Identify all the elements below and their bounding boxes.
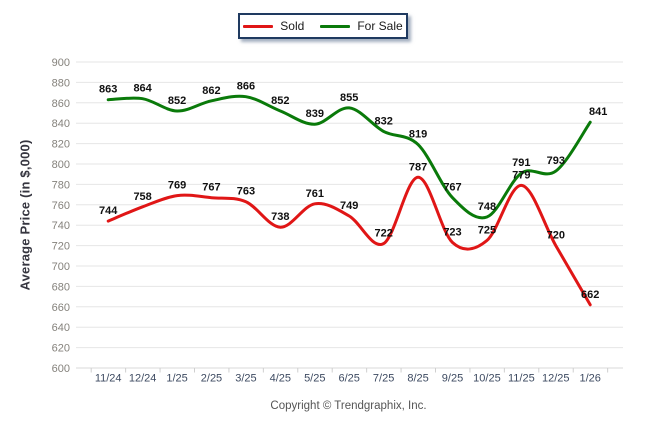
point-value-label: 749 xyxy=(340,200,358,212)
x-tick-label: 7/25 xyxy=(373,373,394,385)
x-tick-label: 6/25 xyxy=(338,373,359,385)
legend-label-sold: Sold xyxy=(280,19,305,33)
y-tick-label: 760 xyxy=(52,200,70,212)
x-tick-label: 3/25 xyxy=(235,373,256,385)
point-value-label: 767 xyxy=(202,182,220,194)
chart-legend: Sold For Sale xyxy=(238,13,408,39)
y-tick-label: 800 xyxy=(52,159,70,171)
point-value-label: 758 xyxy=(133,191,151,203)
y-tick-label: 660 xyxy=(52,302,70,314)
x-tick-label: 11/25 xyxy=(508,373,535,385)
y-tick-label: 600 xyxy=(52,363,70,375)
point-value-label: 864 xyxy=(133,83,152,95)
copyright-text: Copyright © Trendgraphix, Inc. xyxy=(270,400,427,412)
y-tick-label: 860 xyxy=(52,98,70,110)
y-tick-label: 900 xyxy=(52,57,70,69)
y-tick-label: 640 xyxy=(52,322,70,334)
point-value-label: 738 xyxy=(271,211,289,223)
x-tick-label: 1/26 xyxy=(580,373,601,385)
point-value-label: 662 xyxy=(581,289,599,301)
x-tick-label: 9/25 xyxy=(442,373,463,385)
point-value-label: 763 xyxy=(237,186,255,198)
point-value-label: 748 xyxy=(478,201,496,213)
point-value-label: 841 xyxy=(589,106,607,118)
x-tick-label: 12/25 xyxy=(542,373,570,385)
point-value-label: 779 xyxy=(512,169,530,181)
point-value-label: 769 xyxy=(168,180,186,192)
x-tick-label: 4/25 xyxy=(270,373,291,385)
point-value-label: 767 xyxy=(443,182,461,194)
point-value-label: 863 xyxy=(99,84,117,96)
point-value-label: 720 xyxy=(547,230,565,242)
x-tick-label: 5/25 xyxy=(304,373,325,385)
point-value-label: 862 xyxy=(202,85,220,97)
y-tick-label: 620 xyxy=(52,343,70,355)
point-value-label: 866 xyxy=(237,81,255,93)
point-value-label: 744 xyxy=(99,205,118,217)
x-tick-label: 12/24 xyxy=(129,373,157,385)
point-value-label: 839 xyxy=(306,108,324,120)
point-value-label: 722 xyxy=(374,228,392,240)
series-line-for-sale xyxy=(106,94,592,220)
x-tick-label: 11/24 xyxy=(95,373,122,385)
x-tick-label: 10/25 xyxy=(473,373,501,385)
y-tick-label: 840 xyxy=(52,118,70,130)
y-tick-label: 780 xyxy=(52,179,70,191)
point-value-label: 723 xyxy=(443,227,461,239)
y-tick-label: 740 xyxy=(52,220,70,232)
y-tick-label: 700 xyxy=(52,261,70,273)
legend-item-for-sale: For Sale xyxy=(320,19,403,33)
x-tick-label: 2/25 xyxy=(201,373,222,385)
y-tick-label: 680 xyxy=(52,281,70,293)
legend-item-sold: Sold xyxy=(243,19,304,33)
sold-line-swatch xyxy=(243,24,274,28)
x-tick-label: 8/25 xyxy=(407,373,428,385)
legend-label-for-sale: For Sale xyxy=(357,19,403,33)
x-tick-label: 1/25 xyxy=(166,373,187,385)
point-value-label: 855 xyxy=(340,92,358,104)
series-line-sold xyxy=(106,175,592,307)
point-value-label: 852 xyxy=(271,95,289,107)
for-sale-line-swatch xyxy=(320,24,351,28)
point-value-label: 793 xyxy=(547,155,565,167)
point-value-label: 852 xyxy=(168,95,186,107)
point-value-label: 787 xyxy=(409,161,427,173)
point-value-label: 761 xyxy=(306,188,324,200)
point-value-label: 819 xyxy=(409,129,427,141)
y-tick-label: 880 xyxy=(52,77,70,89)
y-tick-label: 720 xyxy=(52,241,70,253)
point-value-label: 725 xyxy=(478,225,496,237)
point-value-label: 791 xyxy=(512,157,530,169)
point-value-label: 832 xyxy=(374,115,392,127)
y-tick-label: 820 xyxy=(52,139,70,151)
